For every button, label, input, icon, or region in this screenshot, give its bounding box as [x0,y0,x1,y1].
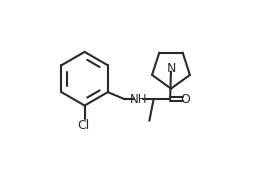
Text: O: O [180,93,190,106]
Text: Cl: Cl [78,119,90,132]
Text: NH: NH [130,93,147,106]
Text: N: N [166,62,176,75]
